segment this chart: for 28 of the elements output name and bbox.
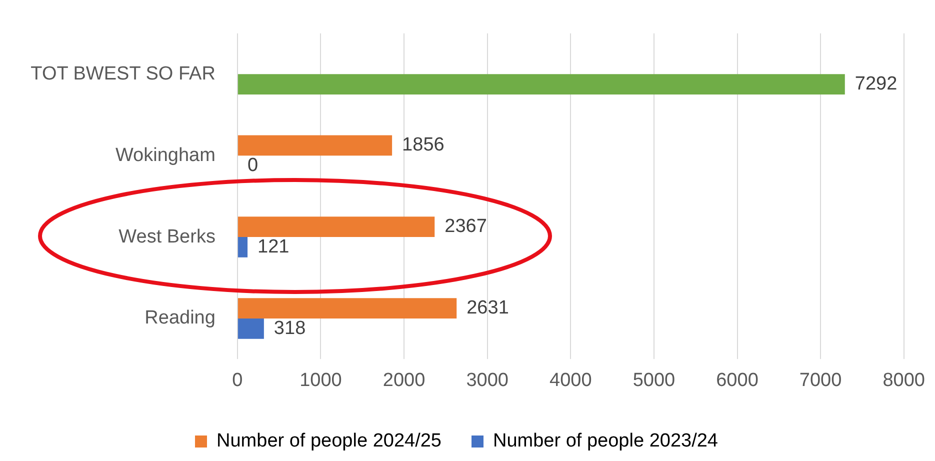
x-tick-label: 7000: [799, 370, 842, 391]
x-tick-label: 6000: [716, 370, 758, 391]
legend-label: Number of people 2023/24: [493, 430, 718, 452]
data-label: 1856: [402, 134, 444, 156]
data-label: 2367: [444, 216, 487, 238]
x-tick-label: 4000: [550, 370, 592, 391]
data-label: 121: [258, 236, 290, 258]
bar: [238, 237, 248, 258]
legend-label: Number of people 2024/25: [216, 430, 442, 452]
bar: [238, 216, 435, 238]
y-tick-label: West Berks: [118, 226, 216, 248]
x-tick-label: 8000: [882, 370, 926, 391]
bar: [238, 298, 457, 318]
y-tick-label: Reading: [144, 308, 216, 329]
y-tick-label: TOT BWEST SO FAR: [30, 63, 216, 84]
x-tick-label: 0: [232, 370, 243, 391]
x-tick-label: 1000: [300, 370, 342, 391]
x-tick-label: 5000: [632, 370, 676, 391]
bar: [238, 74, 845, 94]
bar: [238, 318, 264, 339]
data-label: 0: [247, 154, 258, 176]
bar: [238, 135, 392, 156]
data-label: 318: [274, 318, 306, 339]
y-tick-label: Wokingham: [115, 144, 216, 166]
x-tick-label: 3000: [466, 370, 508, 391]
x-tick-label: 2000: [382, 370, 426, 391]
data-label: 2631: [466, 298, 509, 319]
data-label: 7292: [854, 74, 898, 95]
